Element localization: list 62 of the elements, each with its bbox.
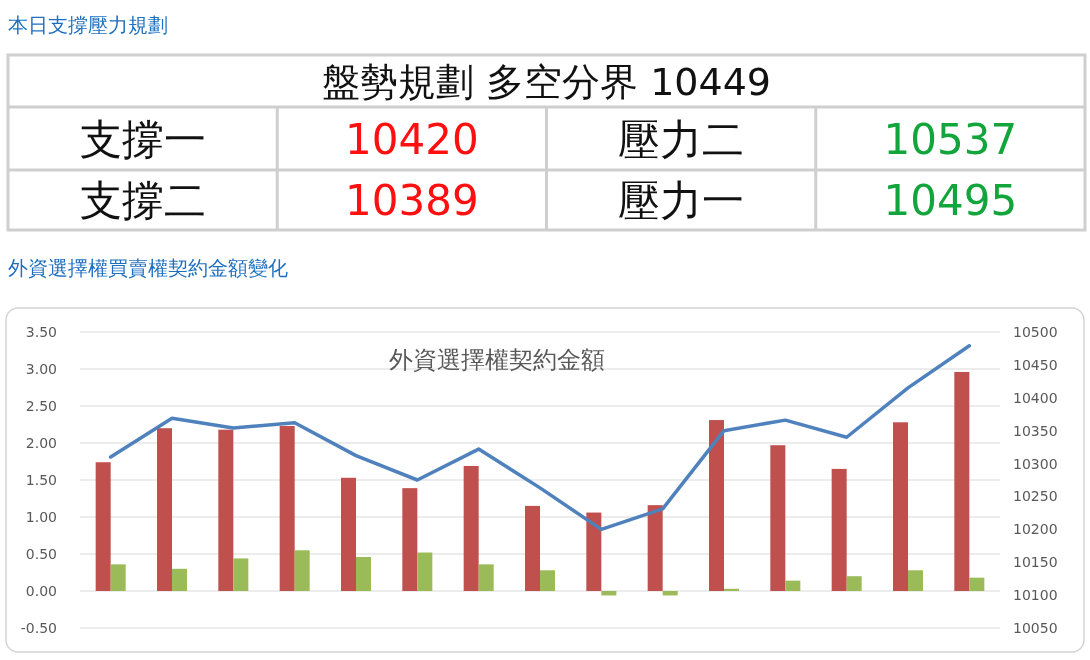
y2-tick-label: 10400	[1013, 389, 1058, 406]
y-tick-label: -0.50	[20, 620, 57, 636]
text: 10389	[345, 176, 479, 225]
y2-tick-label: 10350	[1013, 422, 1058, 439]
y-tick-label: 3.50	[25, 324, 57, 340]
bar	[110, 564, 126, 591]
bar	[724, 588, 739, 591]
y2-tick-label: 10050	[1013, 620, 1058, 636]
bar	[647, 505, 663, 591]
bar	[785, 580, 801, 591]
y-tick-label: 0.00	[25, 583, 57, 599]
bar	[893, 422, 908, 591]
text: 盤勢規劃 多空分界 10449	[321, 60, 772, 104]
text: 外資選擇權契約金額	[389, 346, 605, 374]
y-tick-label: 3.00	[25, 361, 57, 377]
bar	[172, 568, 187, 591]
bar	[831, 468, 847, 591]
bar	[662, 591, 678, 596]
y2-tick-label: 10300	[1013, 455, 1058, 472]
bar	[601, 591, 617, 596]
y2-tick-label: 10450	[1013, 356, 1058, 373]
bar	[356, 556, 371, 591]
bar	[402, 488, 418, 591]
bar	[279, 425, 295, 591]
bar	[525, 505, 540, 591]
bar	[969, 577, 985, 591]
bar	[463, 465, 479, 591]
bar	[417, 552, 433, 591]
y2-tick-label: 10500	[1013, 324, 1058, 340]
chart-subtitle: 外資選擇權買賣權契約金額變化	[8, 256, 288, 280]
bar	[846, 576, 862, 591]
text: 壓力二	[618, 114, 745, 164]
y-tick-label: 2.00	[25, 435, 57, 451]
y-tick-label: 2.50	[25, 398, 57, 414]
bar	[218, 429, 234, 591]
y-tick-label: 0.50	[25, 546, 57, 562]
bar	[157, 428, 172, 591]
bar	[586, 512, 602, 591]
y2-tick-label: 10100	[1013, 587, 1058, 604]
bar	[233, 558, 249, 591]
y2-tick-label: 10150	[1013, 554, 1058, 571]
text: 壓力一	[618, 176, 745, 225]
y2-tick-label: 10250	[1013, 488, 1058, 505]
text: 10495	[883, 176, 1018, 225]
y-tick-label: 1.00	[25, 509, 57, 525]
text: 10420	[345, 114, 479, 164]
bar	[908, 570, 923, 591]
bar	[540, 570, 555, 591]
bar	[709, 420, 724, 591]
text: 10537	[883, 114, 1018, 164]
line-series	[108, 344, 972, 532]
y2-tick-label: 10200	[1013, 521, 1058, 538]
bar	[95, 462, 111, 591]
y-tick-label: 1.50	[25, 472, 57, 488]
bar	[294, 550, 310, 591]
bar	[341, 477, 356, 591]
text: 支撐二	[79, 176, 206, 225]
bar	[954, 371, 970, 591]
text: 支撐一	[79, 114, 206, 164]
bar	[478, 564, 494, 591]
text: 本日支撐壓力規劃	[8, 13, 168, 37]
bar	[770, 445, 786, 591]
